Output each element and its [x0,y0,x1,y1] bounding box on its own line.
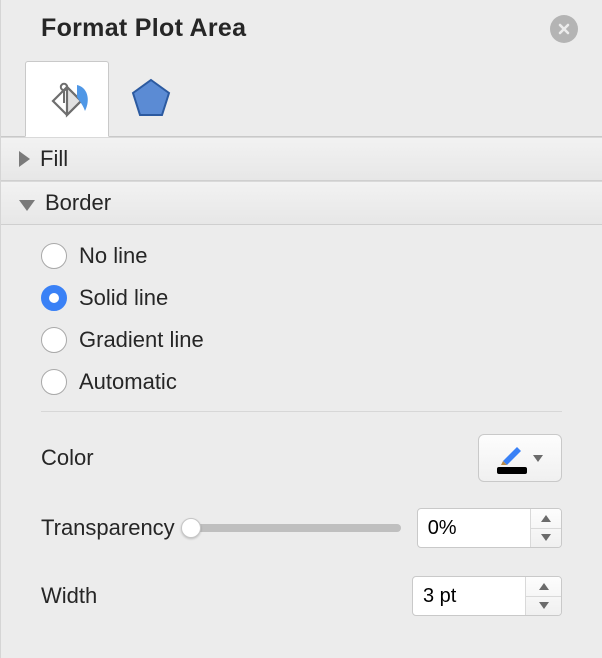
radio-row-no-line[interactable]: No line [41,243,562,269]
section-body-border: No line Solid line Gradient line Automat… [1,225,602,618]
stepper-up-button[interactable] [531,509,561,529]
radio-row-gradient-line[interactable]: Gradient line [41,327,562,353]
field-row-transparency: Transparency [41,506,562,550]
transparency-slider[interactable] [191,518,401,538]
format-plot-area-panel: Format Plot Area [0,0,602,658]
section-label: Fill [40,146,68,172]
radio-button[interactable] [41,243,67,269]
divider [41,411,562,412]
slider-track [191,524,401,532]
field-label-color: Color [41,445,94,471]
category-tabs [1,45,602,137]
stepper-up-button[interactable] [526,577,561,597]
field-label-width: Width [41,583,97,609]
radio-button[interactable] [41,369,67,395]
chevron-down-icon [539,602,549,609]
transparency-spinner [417,508,562,548]
disclosure-icon [19,200,35,211]
radio-label: Automatic [79,369,177,395]
chevron-up-icon [539,583,549,590]
color-swatch [497,467,527,474]
field-label-transparency: Transparency [41,515,175,541]
section-header-border[interactable]: Border [1,181,602,225]
disclosure-icon [19,151,30,167]
radio-button[interactable] [41,327,67,353]
tab-effects[interactable] [109,60,193,136]
radio-button[interactable] [41,285,67,311]
color-dropdown-button[interactable] [478,434,562,482]
width-input[interactable] [413,577,525,615]
section-header-fill[interactable]: Fill [1,137,602,181]
radio-label: No line [79,243,147,269]
radio-row-automatic[interactable]: Automatic [41,369,562,395]
close-button[interactable] [550,15,578,43]
stepper-down-button[interactable] [526,597,561,616]
radio-label: Gradient line [79,327,204,353]
radio-label: Solid line [79,285,168,311]
tab-fill-and-line[interactable] [25,61,109,137]
panel-header: Format Plot Area [1,0,602,45]
field-row-width: Width [41,574,562,618]
chevron-up-icon [541,515,551,522]
section-label: Border [45,190,111,216]
close-icon [557,22,571,36]
panel-title: Format Plot Area [41,14,246,43]
stepper-down-button[interactable] [531,529,561,548]
field-row-color: Color [41,434,562,482]
paint-bucket-icon [43,75,91,123]
radio-row-solid-line[interactable]: Solid line [41,285,562,311]
chevron-down-icon [541,534,551,541]
width-spinner [412,576,562,616]
slider-thumb[interactable] [181,518,201,538]
pencil-icon [499,443,525,465]
chevron-down-icon [533,455,543,462]
pentagon-icon [128,75,174,121]
transparency-input[interactable] [418,509,530,547]
